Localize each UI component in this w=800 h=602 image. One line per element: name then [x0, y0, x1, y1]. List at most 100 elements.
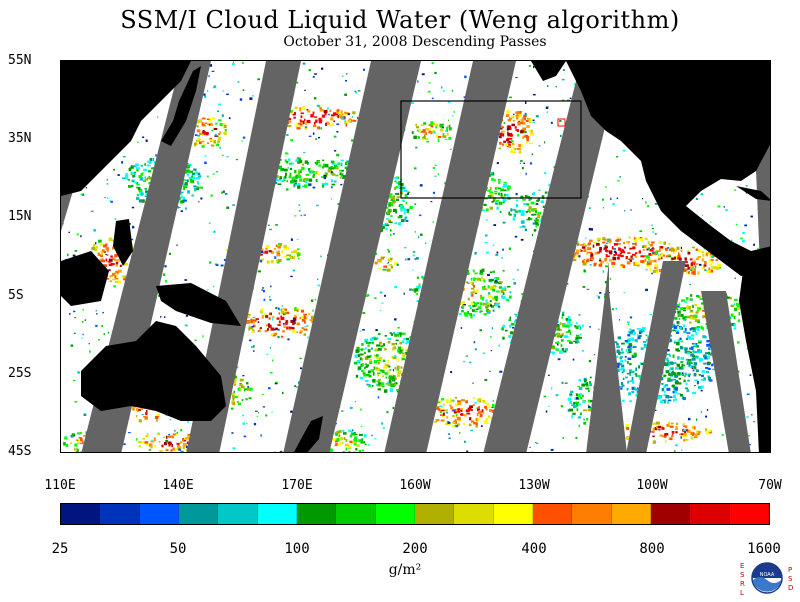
cloud-pixel [82, 309, 84, 311]
cloud-pixel [578, 379, 581, 381]
cloud-pixel [569, 342, 573, 344]
cloud-pixel [383, 266, 387, 268]
cloud-pixel [414, 203, 416, 205]
cloud-pixel [676, 426, 678, 428]
cloud-pixel [579, 387, 583, 390]
cloud-pixel [394, 318, 396, 320]
cloud-pixel [629, 369, 632, 372]
cloud-pixel [612, 246, 614, 249]
cloud-pixel [477, 399, 479, 402]
cloud-pixel [662, 435, 664, 437]
cloud-pixel [490, 336, 492, 337]
cloud-pixel [590, 257, 594, 259]
cloud-pixel [697, 328, 699, 331]
cloud-pixel [404, 247, 406, 248]
cloud-pixel [247, 387, 250, 390]
cloud-pixel [598, 238, 601, 240]
cloud-pixel [709, 260, 712, 263]
cloud-pixel [498, 181, 500, 184]
cloud-pixel [80, 235, 81, 237]
cloud-pixel [187, 180, 189, 183]
cloud-pixel [413, 251, 416, 252]
cloud-pixel [734, 190, 736, 191]
cloud-pixel [301, 113, 304, 115]
cloud-pixel [502, 143, 504, 145]
cloud-pixel [132, 207, 134, 209]
cloud-pixel [533, 208, 537, 210]
cloud-pixel [602, 242, 605, 244]
cloud-pixel [529, 447, 531, 448]
cloud-pixel [648, 256, 650, 258]
cloud-pixel [321, 68, 323, 70]
cloud-pixel [393, 375, 396, 378]
cloud-pixel [696, 295, 699, 297]
cloud-pixel [548, 406, 549, 407]
cloud-pixel [483, 280, 485, 283]
cloud-pixel [223, 91, 225, 92]
cloud-pixel [661, 383, 663, 385]
cloud-pixel [651, 273, 653, 275]
cloud-pixel [177, 432, 178, 434]
cloud-pixel [395, 193, 399, 195]
cloud-pixel [305, 326, 307, 327]
cloud-pixel [536, 219, 539, 221]
cloud-pixel [677, 308, 679, 310]
cloud-pixel [490, 300, 492, 302]
cloud-pixel [535, 210, 537, 213]
cloud-pixel [194, 188, 196, 191]
cloud-pixel [346, 448, 348, 451]
cloud-pixel [464, 441, 466, 443]
cloud-pixel [711, 266, 715, 268]
cloud-pixel [685, 301, 687, 303]
cloud-pixel [272, 316, 274, 318]
cloud-pixel [576, 393, 578, 396]
cloud-pixel [287, 258, 290, 260]
cloud-pixel [602, 237, 605, 240]
cloud-pixel [231, 408, 234, 410]
cloud-pixel [216, 144, 219, 147]
cloud-pixel [75, 449, 77, 452]
cloud-pixel [681, 247, 682, 249]
cloud-pixel [457, 423, 460, 425]
cloud-pixel [280, 244, 282, 247]
cloud-pixel [689, 284, 691, 285]
cloud-pixel [557, 334, 561, 336]
cloud-pixel [414, 167, 417, 169]
cloud-pixel [286, 188, 289, 190]
cloud-pixel [672, 431, 675, 434]
cloud-pixel [443, 133, 445, 136]
cloud-pixel [284, 169, 288, 172]
cloud-pixel [674, 317, 677, 320]
cloud-pixel [241, 386, 245, 389]
cloud-pixel [239, 383, 242, 384]
cloud-pixel [462, 307, 464, 309]
cloud-pixel [369, 375, 372, 378]
cloud-pixel [436, 124, 438, 127]
cloud-pixel [697, 308, 701, 310]
cloud-pixel [267, 261, 270, 264]
cloud-pixel [560, 322, 562, 325]
cloud-pixel [605, 265, 608, 267]
cloud-pixel [648, 247, 650, 249]
cloud-pixel [489, 409, 491, 412]
cloud-pixel [225, 193, 228, 195]
cloud-pixel [331, 198, 332, 199]
cloud-pixel [580, 249, 582, 252]
cloud-pixel [233, 398, 235, 400]
cloud-pixel [330, 117, 333, 120]
cloud-pixel [415, 231, 416, 232]
cloud-pixel [253, 317, 256, 318]
cloud-pixel [316, 205, 319, 207]
cloud-pixel [298, 171, 300, 174]
cloud-pixel [480, 295, 482, 297]
cloud-pixel [495, 187, 497, 189]
cloud-pixel [216, 171, 218, 172]
cloud-pixel [65, 436, 66, 438]
cloud-pixel [301, 115, 303, 118]
cloud-pixel [477, 302, 480, 304]
cloud-pixel [588, 406, 590, 408]
cloud-pixel [566, 318, 568, 320]
cloud-pixel [701, 193, 703, 195]
cloud-pixel [337, 163, 339, 165]
cloud-pixel [608, 239, 610, 241]
